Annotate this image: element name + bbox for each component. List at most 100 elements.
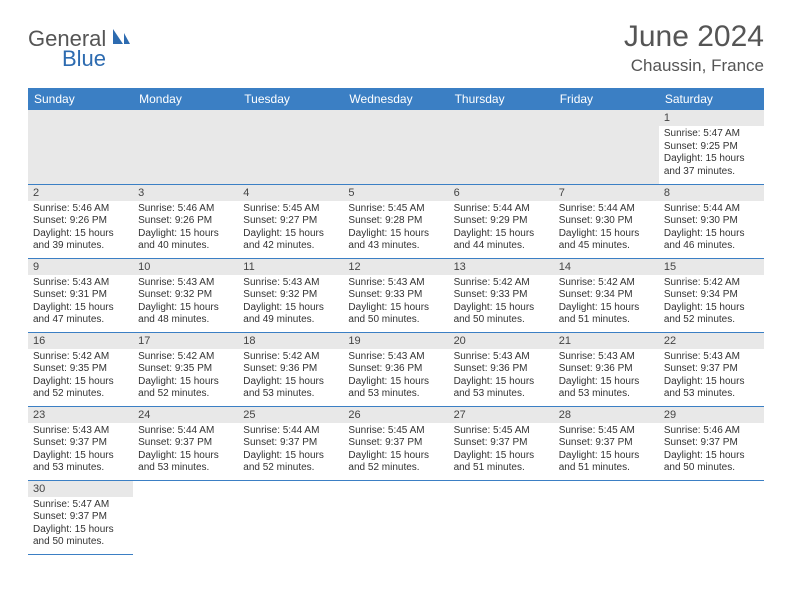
- calendar-day-cell: 11Sunrise: 5:43 AMSunset: 9:32 PMDayligh…: [238, 258, 343, 332]
- calendar-day-cell: 14Sunrise: 5:42 AMSunset: 9:34 PMDayligh…: [554, 258, 659, 332]
- day-number: 4: [238, 185, 343, 201]
- calendar-week-row: 30Sunrise: 5:47 AMSunset: 9:37 PMDayligh…: [28, 480, 764, 554]
- logo-blue-wrap: Blue: [62, 46, 106, 72]
- calendar-day-cell: 10Sunrise: 5:43 AMSunset: 9:32 PMDayligh…: [133, 258, 238, 332]
- day-info: Sunrise: 5:43 AMSunset: 9:36 PMDaylight:…: [554, 349, 659, 403]
- calendar-day-cell: 29Sunrise: 5:46 AMSunset: 9:37 PMDayligh…: [659, 406, 764, 480]
- calendar-day-cell: 6Sunrise: 5:44 AMSunset: 9:29 PMDaylight…: [449, 184, 554, 258]
- day-number: 17: [133, 333, 238, 349]
- day-info: Sunrise: 5:47 AMSunset: 9:37 PMDaylight:…: [28, 497, 133, 551]
- day-number: 25: [238, 407, 343, 423]
- day-number: 23: [28, 407, 133, 423]
- day-info: Sunrise: 5:46 AMSunset: 9:26 PMDaylight:…: [28, 201, 133, 255]
- day-number: 21: [554, 333, 659, 349]
- day-number: 16: [28, 333, 133, 349]
- day-info: Sunrise: 5:43 AMSunset: 9:32 PMDaylight:…: [133, 275, 238, 329]
- day-number: 30: [28, 481, 133, 497]
- calendar-day-cell: 13Sunrise: 5:42 AMSunset: 9:33 PMDayligh…: [449, 258, 554, 332]
- day-info: Sunrise: 5:43 AMSunset: 9:37 PMDaylight:…: [659, 349, 764, 403]
- day-info: Sunrise: 5:43 AMSunset: 9:36 PMDaylight:…: [449, 349, 554, 403]
- calendar-day-cell: 7Sunrise: 5:44 AMSunset: 9:30 PMDaylight…: [554, 184, 659, 258]
- day-number: 3: [133, 185, 238, 201]
- day-info: Sunrise: 5:42 AMSunset: 9:33 PMDaylight:…: [449, 275, 554, 329]
- calendar-day-cell: 8Sunrise: 5:44 AMSunset: 9:30 PMDaylight…: [659, 184, 764, 258]
- weekday-header: Saturday: [659, 88, 764, 110]
- calendar-day-cell: 21Sunrise: 5:43 AMSunset: 9:36 PMDayligh…: [554, 332, 659, 406]
- weekday-header: Wednesday: [343, 88, 448, 110]
- calendar-empty-cell: [133, 480, 238, 554]
- day-info: Sunrise: 5:43 AMSunset: 9:36 PMDaylight:…: [343, 349, 448, 403]
- day-info: Sunrise: 5:42 AMSunset: 9:35 PMDaylight:…: [133, 349, 238, 403]
- day-info: Sunrise: 5:44 AMSunset: 9:30 PMDaylight:…: [554, 201, 659, 255]
- day-number: 10: [133, 259, 238, 275]
- weekday-header-row: SundayMondayTuesdayWednesdayThursdayFrid…: [28, 88, 764, 110]
- calendar-empty-cell: [343, 110, 448, 184]
- day-info: Sunrise: 5:42 AMSunset: 9:34 PMDaylight:…: [659, 275, 764, 329]
- calendar-day-cell: 18Sunrise: 5:42 AMSunset: 9:36 PMDayligh…: [238, 332, 343, 406]
- calendar-empty-cell: [238, 110, 343, 184]
- day-info: Sunrise: 5:44 AMSunset: 9:30 PMDaylight:…: [659, 201, 764, 255]
- day-info: Sunrise: 5:42 AMSunset: 9:36 PMDaylight:…: [238, 349, 343, 403]
- day-number: 12: [343, 259, 448, 275]
- calendar-day-cell: 24Sunrise: 5:44 AMSunset: 9:37 PMDayligh…: [133, 406, 238, 480]
- sail-icon: [110, 27, 132, 52]
- calendar-day-cell: 9Sunrise: 5:43 AMSunset: 9:31 PMDaylight…: [28, 258, 133, 332]
- calendar-empty-cell: [133, 110, 238, 184]
- calendar-day-cell: 17Sunrise: 5:42 AMSunset: 9:35 PMDayligh…: [133, 332, 238, 406]
- calendar-body: 1Sunrise: 5:47 AMSunset: 9:25 PMDaylight…: [28, 110, 764, 554]
- calendar-day-cell: 25Sunrise: 5:44 AMSunset: 9:37 PMDayligh…: [238, 406, 343, 480]
- day-info: Sunrise: 5:44 AMSunset: 9:29 PMDaylight:…: [449, 201, 554, 255]
- calendar-day-cell: 28Sunrise: 5:45 AMSunset: 9:37 PMDayligh…: [554, 406, 659, 480]
- calendar-day-cell: 30Sunrise: 5:47 AMSunset: 9:37 PMDayligh…: [28, 480, 133, 554]
- day-info: Sunrise: 5:45 AMSunset: 9:27 PMDaylight:…: [238, 201, 343, 255]
- day-info: Sunrise: 5:45 AMSunset: 9:37 PMDaylight:…: [554, 423, 659, 477]
- day-number: 14: [554, 259, 659, 275]
- day-number: 9: [28, 259, 133, 275]
- weekday-header: Friday: [554, 88, 659, 110]
- calendar-day-cell: 20Sunrise: 5:43 AMSunset: 9:36 PMDayligh…: [449, 332, 554, 406]
- header: General June 2024 Chaussin, France: [28, 20, 764, 76]
- day-number: 15: [659, 259, 764, 275]
- calendar-day-cell: 2Sunrise: 5:46 AMSunset: 9:26 PMDaylight…: [28, 184, 133, 258]
- title-block: June 2024 Chaussin, France: [624, 20, 764, 76]
- calendar-day-cell: 15Sunrise: 5:42 AMSunset: 9:34 PMDayligh…: [659, 258, 764, 332]
- day-info: Sunrise: 5:43 AMSunset: 9:32 PMDaylight:…: [238, 275, 343, 329]
- calendar-week-row: 23Sunrise: 5:43 AMSunset: 9:37 PMDayligh…: [28, 406, 764, 480]
- logo-text-blue: Blue: [62, 46, 106, 71]
- day-info: Sunrise: 5:45 AMSunset: 9:37 PMDaylight:…: [449, 423, 554, 477]
- calendar-week-row: 1Sunrise: 5:47 AMSunset: 9:25 PMDaylight…: [28, 110, 764, 184]
- calendar-day-cell: 5Sunrise: 5:45 AMSunset: 9:28 PMDaylight…: [343, 184, 448, 258]
- day-number: 1: [659, 110, 764, 126]
- day-number: 6: [449, 185, 554, 201]
- day-number: 11: [238, 259, 343, 275]
- weekday-header: Monday: [133, 88, 238, 110]
- calendar-empty-cell: [238, 480, 343, 554]
- day-info: Sunrise: 5:42 AMSunset: 9:35 PMDaylight:…: [28, 349, 133, 403]
- day-info: Sunrise: 5:44 AMSunset: 9:37 PMDaylight:…: [133, 423, 238, 477]
- day-info: Sunrise: 5:43 AMSunset: 9:37 PMDaylight:…: [28, 423, 133, 477]
- calendar-empty-cell: [343, 480, 448, 554]
- calendar-day-cell: 27Sunrise: 5:45 AMSunset: 9:37 PMDayligh…: [449, 406, 554, 480]
- day-number: 29: [659, 407, 764, 423]
- day-info: Sunrise: 5:47 AMSunset: 9:25 PMDaylight:…: [659, 126, 764, 180]
- calendar-week-row: 2Sunrise: 5:46 AMSunset: 9:26 PMDaylight…: [28, 184, 764, 258]
- calendar-empty-cell: [28, 110, 133, 184]
- day-number: 26: [343, 407, 448, 423]
- weekday-header: Sunday: [28, 88, 133, 110]
- day-info: Sunrise: 5:45 AMSunset: 9:28 PMDaylight:…: [343, 201, 448, 255]
- day-number: 28: [554, 407, 659, 423]
- day-number: 8: [659, 185, 764, 201]
- calendar-day-cell: 1Sunrise: 5:47 AMSunset: 9:25 PMDaylight…: [659, 110, 764, 184]
- day-number: 7: [554, 185, 659, 201]
- location: Chaussin, France: [624, 56, 764, 76]
- calendar-empty-cell: [659, 480, 764, 554]
- day-number: 5: [343, 185, 448, 201]
- day-number: 24: [133, 407, 238, 423]
- calendar-empty-cell: [449, 110, 554, 184]
- day-info: Sunrise: 5:44 AMSunset: 9:37 PMDaylight:…: [238, 423, 343, 477]
- calendar-day-cell: 4Sunrise: 5:45 AMSunset: 9:27 PMDaylight…: [238, 184, 343, 258]
- calendar-week-row: 16Sunrise: 5:42 AMSunset: 9:35 PMDayligh…: [28, 332, 764, 406]
- day-number: 22: [659, 333, 764, 349]
- day-info: Sunrise: 5:46 AMSunset: 9:26 PMDaylight:…: [133, 201, 238, 255]
- day-info: Sunrise: 5:42 AMSunset: 9:34 PMDaylight:…: [554, 275, 659, 329]
